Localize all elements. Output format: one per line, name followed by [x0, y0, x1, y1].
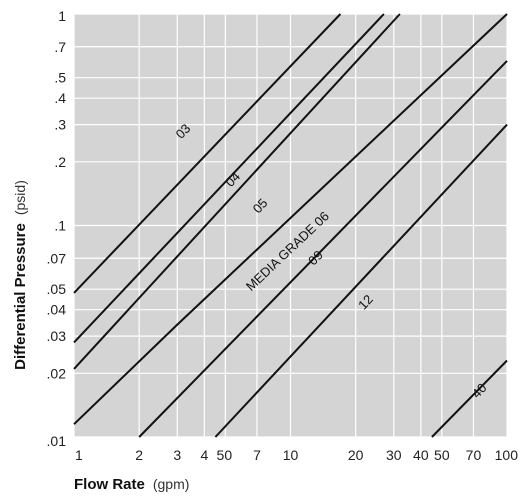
- y-tick-label: .01: [47, 433, 67, 449]
- y-tick-label: .07: [47, 250, 67, 266]
- series-line: [73, 13, 385, 344]
- series-line: [73, 13, 401, 370]
- tick-labels: 1 2 3 4 50 7 10 20 30 40 50 70 100 .01 .02 .03 .04 .05 .07…: [47, 8, 519, 463]
- x-tick-label: 70: [466, 447, 482, 463]
- x-tick-label: 30: [386, 447, 402, 463]
- x-tick-label: 50: [217, 447, 233, 463]
- x-axis-title: Flow Rate (gpm): [74, 476, 189, 493]
- y-axis-title-main: Differential Pressure: [12, 223, 29, 370]
- y-tick-label: .04: [47, 302, 67, 318]
- y-tick-label: .5: [54, 70, 66, 86]
- x-tick-label: 4: [200, 447, 208, 463]
- y-tick-label: .4: [54, 90, 66, 106]
- x-tick-label: 20: [348, 447, 364, 463]
- series-line: [431, 359, 508, 438]
- x-tick-label: 3: [173, 447, 181, 463]
- grid: [73, 13, 508, 438]
- y-tick-label: .1: [54, 218, 66, 234]
- y-tick-label: .3: [54, 117, 66, 133]
- y-tick-label: .03: [47, 328, 67, 344]
- series-line: [214, 123, 508, 438]
- x-axis-title-main: Flow Rate: [74, 476, 145, 493]
- series-line: [138, 60, 508, 438]
- y-tick-label: .05: [47, 281, 67, 297]
- y-tick-label: .7: [54, 39, 66, 55]
- x-tick-label: 10: [283, 447, 299, 463]
- y-axis-title: Differential Pressure (psid): [12, 180, 29, 370]
- x-tick-label: 2: [135, 447, 143, 463]
- x-tick-label: 7: [253, 447, 261, 463]
- x-tick-label: 50: [434, 447, 450, 463]
- series-lines: [73, 13, 508, 438]
- x-axis-title-unit: (gpm): [153, 476, 190, 492]
- y-tick-label: .2: [54, 154, 66, 170]
- series-line: [73, 13, 342, 294]
- x-tick-label: 40: [413, 447, 429, 463]
- y-tick-label: .02: [47, 365, 67, 381]
- y-tick-label: 1: [58, 8, 66, 24]
- y-axis-title-unit: (psid): [12, 180, 28, 215]
- series-line: [73, 13, 508, 425]
- x-tick-label: 1: [75, 447, 83, 463]
- x-tick-label: 100: [495, 447, 519, 463]
